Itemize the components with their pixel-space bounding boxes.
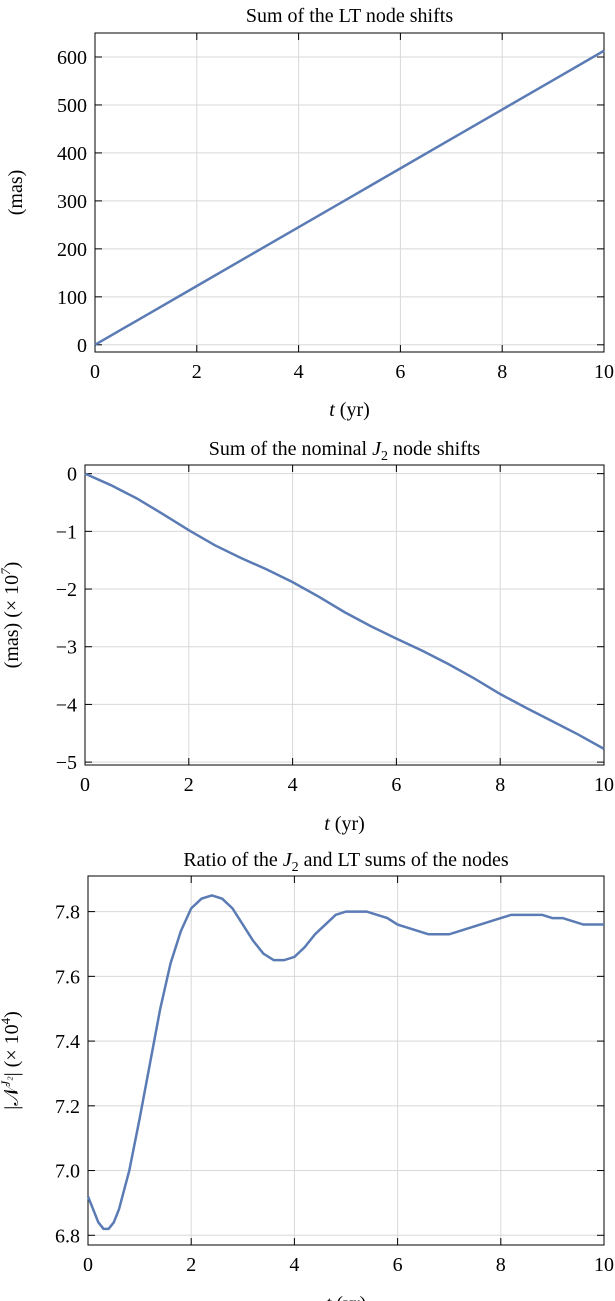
data-series-line	[86, 894, 604, 1231]
x-tick-label: 2	[184, 774, 194, 796]
y-tick-label: 7.2	[55, 1096, 80, 1118]
plot-frame	[84, 464, 605, 766]
y-tick-label: 100	[57, 287, 87, 309]
chart-title: Ratio of the J2 and LT sums of the nodes	[183, 849, 509, 875]
x-tick-label: 8	[495, 774, 505, 796]
y-tick-label: 400	[57, 143, 87, 165]
chart-title: Sum of the LT node shifts	[246, 5, 453, 27]
x-tick-label: 4	[289, 1254, 299, 1276]
x-tick-label: 2	[186, 1254, 196, 1276]
y-tick-label: −2	[56, 579, 77, 601]
x-tick-label: 2	[192, 361, 202, 383]
x-axis-label: t (yr)	[326, 1293, 367, 1301]
x-tick-label: 8	[497, 361, 507, 383]
x-tick-label: 8	[496, 1254, 506, 1276]
x-tick-label: 6	[393, 1254, 403, 1276]
chart-title: Sum of the nominal J2 node shifts	[209, 438, 481, 464]
data-series-line	[84, 472, 605, 750]
x-tick-label: 10	[594, 774, 614, 796]
x-axis-label: t (yr)	[324, 813, 365, 835]
data-series-line	[94, 49, 605, 346]
chart-ratio-j2-lt: 0 2 4 6 8 10 6.8 7.0 7.2 7.4 7.6 7.8 Ratio of the J2…	[0, 849, 614, 1301]
y-axis-label: |𝒩J₂| (× 104)	[0, 1011, 23, 1110]
y-tick-label: 7.6	[55, 966, 80, 988]
y-tick-label: −5	[56, 752, 77, 774]
plot-frame	[87, 875, 605, 1246]
x-tick-label: 10	[594, 1254, 614, 1276]
chart-j2-node-shifts: 0 2 4 6 8 10 0 −1 −2 −3 −4 −5 Sum of the nominal J2 …	[0, 438, 614, 835]
y-tick-label: 7.8	[55, 902, 80, 924]
y-tick-label: −1	[56, 521, 77, 543]
x-axis-label: t (yr)	[329, 399, 370, 421]
y-tick-label: 7.4	[55, 1031, 80, 1053]
y-tick-label: −3	[56, 637, 77, 659]
y-axis-label: (mas)	[5, 170, 27, 216]
x-tick-label: 4	[294, 361, 304, 383]
x-tick-label: 6	[395, 361, 405, 383]
x-tick-label: 0	[83, 1254, 93, 1276]
y-tick-label: 200	[57, 239, 87, 261]
y-tick-label: 0	[67, 464, 77, 486]
y-tick-label: 500	[57, 95, 87, 117]
y-tick-label: 300	[57, 191, 87, 213]
y-tick-label: −4	[56, 694, 77, 716]
x-tick-label: 10	[594, 361, 614, 383]
x-tick-label: 6	[391, 774, 401, 796]
y-axis-label: (mas) (× 107)	[0, 562, 23, 669]
y-tick-label: 600	[57, 47, 87, 69]
y-tick-label: 0	[77, 335, 87, 357]
y-tick-label: 7.0	[55, 1161, 80, 1183]
x-tick-label: 0	[90, 361, 100, 383]
x-tick-label: 4	[288, 774, 298, 796]
y-tick-label: 6.8	[55, 1225, 80, 1247]
plot-frame	[94, 32, 605, 353]
x-tick-label: 0	[80, 774, 90, 796]
